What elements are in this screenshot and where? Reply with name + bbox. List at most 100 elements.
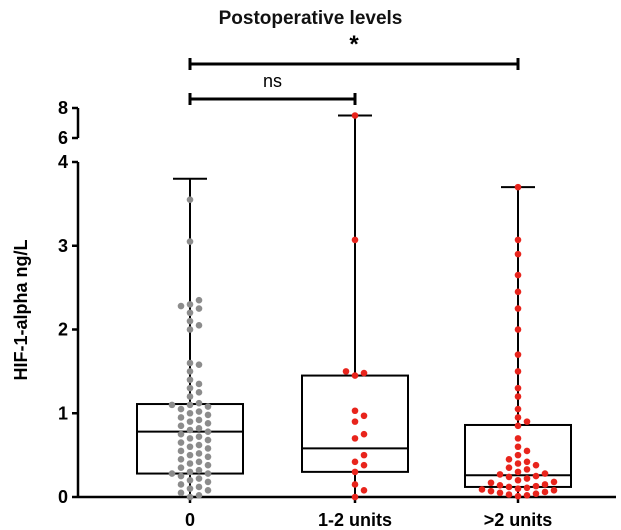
data-point [186,309,194,317]
y-tick-label: 0 [58,487,68,507]
data-point [514,468,522,476]
data-point [514,250,522,258]
data-point [204,445,212,452]
y-tick-label: 2 [58,320,68,340]
data-point [496,489,504,497]
data-point [342,368,350,375]
data-point [186,301,194,308]
data-point [514,422,522,430]
data-point [195,408,203,415]
data-point [360,412,368,420]
data-point [514,460,522,467]
data-point [186,359,194,367]
data-point [514,492,522,500]
data-point [186,451,194,459]
data-point [186,384,194,392]
data-point [186,476,194,484]
x-tick-label: 1-2 units [318,510,392,530]
data-point [360,487,368,494]
data-point [186,468,194,476]
data-point [514,405,522,413]
data-point [541,470,549,477]
chart-title: Postoperative levels [218,8,403,29]
data-point [514,435,522,442]
data-point [186,493,194,501]
data-point [523,458,531,466]
data-point [478,486,486,493]
data-point [514,351,522,358]
data-point [514,476,522,484]
data-point [186,376,194,384]
data-point [505,473,513,481]
data-point [177,414,185,421]
data-point [523,418,531,425]
data-point [204,420,212,427]
data-point [514,393,522,400]
data-point [523,484,531,492]
data-point [195,441,203,449]
data-point [360,461,368,469]
y-tick-label: 3 [58,236,68,256]
data-point [505,456,513,463]
data-point [186,435,194,442]
y-tick-label: 6 [58,128,68,148]
data-point [195,361,203,368]
data-point [550,487,558,494]
data-point [550,478,558,486]
data-point [532,472,540,480]
data-point [514,443,522,451]
y-tick-label: 8 [58,98,68,118]
data-point [204,436,212,444]
data-point [541,481,549,488]
data-point [514,236,522,244]
data-point [514,305,522,312]
data-point [351,112,359,119]
data-point [177,481,185,488]
data-point [177,456,185,463]
data-point [177,422,185,430]
data-point [177,472,185,480]
data-point [195,389,203,396]
data-point [532,461,540,469]
data-point [195,475,203,482]
data-point [195,492,203,499]
data-point [186,426,194,434]
data-point [523,492,531,499]
data-point [487,479,495,487]
data-point [204,411,212,419]
data-point [514,414,522,421]
data-point [177,447,185,455]
data-point [204,461,212,469]
data-point [168,470,176,477]
y-axis-label: HIF-1-alpha ng/L [11,240,31,381]
data-point [195,458,203,466]
data-point [360,430,368,438]
y-tick-label: 1 [58,403,68,423]
data-point [186,238,194,245]
data-point [514,368,522,375]
data-point [186,317,194,325]
data-point [186,393,194,400]
data-point [177,430,185,438]
significance-label: * [349,31,359,58]
data-point [351,372,359,379]
x-tick-label: >2 units [484,510,553,530]
data-point [204,403,212,410]
data-point [351,407,359,415]
data-point [514,271,522,279]
data-point [195,416,203,424]
data-point [514,326,522,333]
data-point [496,481,504,489]
data-point [532,482,540,490]
data-point [360,369,368,377]
data-point [195,399,203,407]
data-point [195,322,203,329]
data-point [186,460,194,467]
data-point [204,478,212,486]
data-point [177,405,185,413]
data-point [177,439,185,446]
data-point [177,489,185,497]
data-point [186,326,194,333]
data-point [351,468,359,476]
